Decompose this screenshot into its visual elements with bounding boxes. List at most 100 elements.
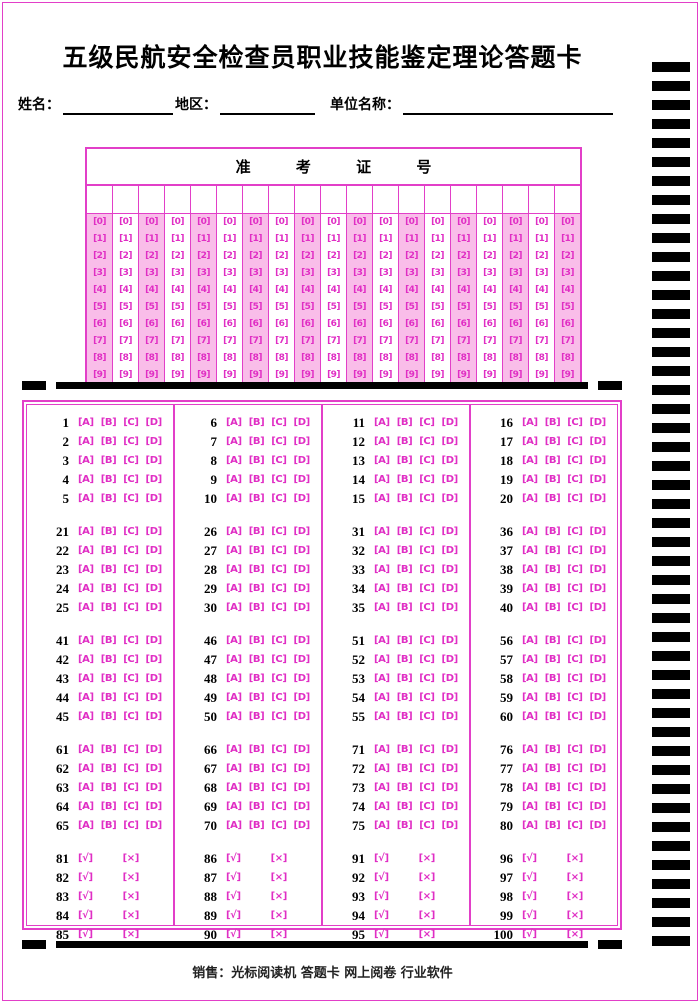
admission-bubble[interactable]: [3] (327, 268, 340, 278)
answer-bubble[interactable]: [D] (293, 455, 311, 466)
admission-bubble[interactable]: [9] (249, 370, 262, 380)
answer-bubble[interactable]: [C] (123, 744, 139, 755)
answer-bubble[interactable]: [C] (123, 602, 139, 613)
answer-bubble[interactable]: [A] (374, 673, 390, 684)
answer-bubble[interactable]: [D] (145, 545, 163, 556)
answer-bubble[interactable]: [D] (293, 692, 311, 703)
answer-bubble[interactable]: [A] (374, 526, 390, 537)
answer-bubble[interactable]: [D] (441, 635, 459, 646)
admission-bubble[interactable]: [1] (327, 234, 340, 244)
answer-bubble[interactable]: [√] (522, 853, 537, 864)
admission-bubble[interactable]: [8] (223, 353, 236, 363)
admission-bubble[interactable]: [4] (509, 285, 522, 295)
answer-bubble[interactable]: [A] (78, 820, 94, 831)
answer-bubble[interactable]: [D] (145, 711, 163, 722)
answer-bubble[interactable]: [A] (522, 692, 538, 703)
admission-bubble[interactable]: [7] (379, 336, 392, 346)
answer-bubble[interactable]: [A] (374, 474, 390, 485)
answer-bubble[interactable]: [C] (271, 801, 287, 812)
admission-bubble[interactable]: [8] (327, 353, 340, 363)
admission-bubble[interactable]: [2] (561, 251, 574, 261)
admission-bubble[interactable]: [2] (119, 251, 132, 261)
answer-bubble[interactable]: [C] (123, 635, 139, 646)
admission-digit-writein[interactable] (477, 186, 502, 214)
answer-bubble[interactable]: [A] (226, 493, 242, 504)
answer-bubble[interactable]: [C] (123, 801, 139, 812)
admission-bubble[interactable]: [5] (119, 302, 132, 312)
answer-bubble[interactable]: [C] (567, 436, 583, 447)
answer-bubble[interactable]: [×] (566, 910, 584, 921)
admission-bubble[interactable]: [6] (223, 319, 236, 329)
answer-bubble[interactable]: [D] (441, 583, 459, 594)
admission-bubble[interactable]: [6] (197, 319, 210, 329)
answer-bubble[interactable]: [C] (123, 436, 139, 447)
admission-bubble[interactable]: [5] (301, 302, 314, 312)
admission-bubble[interactable]: [4] (483, 285, 496, 295)
admission-bubble[interactable]: [2] (145, 251, 158, 261)
answer-bubble[interactable]: [B] (100, 526, 117, 537)
admission-bubble[interactable]: [3] (561, 268, 574, 278)
answer-bubble[interactable]: [D] (441, 564, 459, 575)
admission-bubble[interactable]: [6] (379, 319, 392, 329)
admission-bubble[interactable]: [1] (275, 234, 288, 244)
admission-bubble[interactable]: [4] (379, 285, 392, 295)
answer-bubble[interactable]: [C] (419, 474, 435, 485)
answer-bubble[interactable]: [A] (374, 801, 390, 812)
answer-bubble[interactable]: [A] (226, 474, 242, 485)
admission-bubble[interactable]: [0] (509, 217, 522, 227)
answer-bubble[interactable]: [A] (226, 654, 242, 665)
admission-bubble[interactable]: [7] (171, 336, 184, 346)
admission-bubble[interactable]: [1] (353, 234, 366, 244)
answer-bubble[interactable]: [C] (123, 711, 139, 722)
answer-bubble[interactable]: [D] (293, 744, 311, 755)
admission-bubble[interactable]: [8] (561, 353, 574, 363)
admission-bubble[interactable]: [9] (197, 370, 210, 380)
answer-bubble[interactable]: [B] (396, 692, 413, 703)
identity-field-input[interactable] (403, 96, 613, 115)
admission-bubble[interactable]: [5] (353, 302, 366, 312)
answer-bubble[interactable]: [B] (248, 564, 265, 575)
admission-bubble[interactable]: [3] (301, 268, 314, 278)
answer-bubble[interactable]: [C] (419, 583, 435, 594)
answer-bubble[interactable]: [√] (78, 929, 93, 940)
answer-bubble[interactable]: [B] (100, 635, 117, 646)
answer-bubble[interactable]: [√] (226, 910, 241, 921)
answer-bubble[interactable]: [A] (522, 474, 538, 485)
answer-bubble[interactable]: [A] (226, 545, 242, 556)
answer-bubble[interactable]: [√] (374, 891, 389, 902)
answer-bubble[interactable]: [D] (145, 455, 163, 466)
admission-bubble[interactable]: [2] (223, 251, 236, 261)
answer-bubble[interactable]: [A] (78, 711, 94, 722)
admission-bubble[interactable]: [5] (379, 302, 392, 312)
admission-bubble[interactable]: [1] (171, 234, 184, 244)
admission-bubble[interactable]: [6] (327, 319, 340, 329)
admission-bubble[interactable]: [8] (405, 353, 418, 363)
admission-bubble[interactable]: [9] (405, 370, 418, 380)
admission-bubble[interactable]: [9] (353, 370, 366, 380)
answer-bubble[interactable]: [A] (78, 526, 94, 537)
answer-bubble[interactable]: [B] (100, 711, 117, 722)
admission-bubble[interactable]: [7] (93, 336, 106, 346)
answer-bubble[interactable]: [D] (293, 820, 311, 831)
answer-bubble[interactable]: [D] (145, 474, 163, 485)
answer-bubble[interactable]: [B] (544, 782, 561, 793)
answer-bubble[interactable]: [B] (396, 564, 413, 575)
answer-bubble[interactable]: [C] (271, 417, 287, 428)
answer-bubble[interactable]: [A] (374, 711, 390, 722)
answer-bubble[interactable]: [A] (78, 744, 94, 755)
admission-bubble[interactable]: [8] (119, 353, 132, 363)
answer-bubble[interactable]: [C] (567, 583, 583, 594)
answer-bubble[interactable]: [C] (567, 545, 583, 556)
answer-bubble[interactable]: [C] (567, 711, 583, 722)
answer-bubble[interactable]: [C] (567, 526, 583, 537)
answer-bubble[interactable]: [C] (567, 801, 583, 812)
answer-bubble[interactable]: [B] (396, 635, 413, 646)
admission-bubble[interactable]: [9] (301, 370, 314, 380)
admission-bubble[interactable]: [6] (301, 319, 314, 329)
answer-bubble[interactable]: [D] (145, 602, 163, 613)
admission-bubble[interactable]: [0] (327, 217, 340, 227)
answer-bubble[interactable]: [D] (145, 493, 163, 504)
answer-bubble[interactable]: [D] (589, 583, 607, 594)
admission-bubble[interactable]: [9] (457, 370, 470, 380)
answer-bubble[interactable]: [C] (271, 583, 287, 594)
